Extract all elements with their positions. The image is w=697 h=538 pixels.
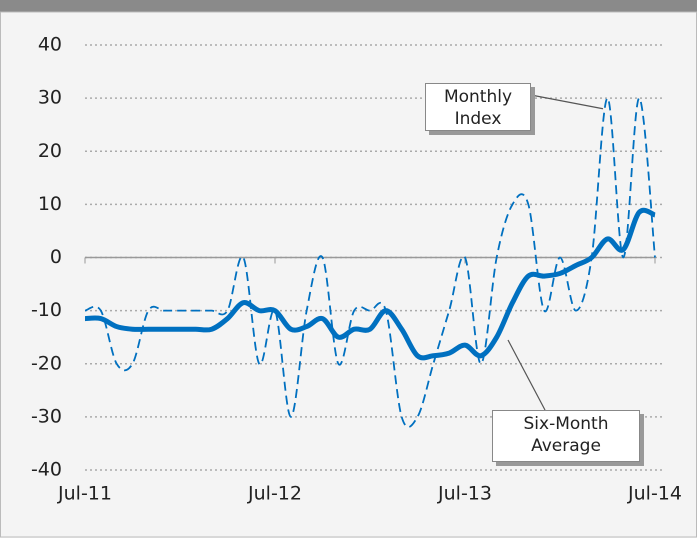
x-tick-label: Jul-14: [627, 483, 682, 505]
annotation-average: Six-Month Average: [492, 410, 640, 462]
callout-line: [507, 339, 546, 411]
annotation-monthly: Monthly Index: [425, 83, 531, 131]
y-tick-label: 20: [38, 140, 62, 162]
monthly-index-line: [84, 97, 656, 428]
y-tick-label: 40: [38, 34, 62, 56]
average-line: [84, 207, 656, 361]
x-tick-label: Jul-13: [437, 483, 492, 505]
y-tick-label: 30: [38, 87, 62, 109]
y-tick-label: -10: [31, 299, 62, 321]
y-tick-label: -40: [31, 459, 62, 481]
y-tick-label: 0: [50, 246, 62, 268]
top-bar: [0, 0, 697, 12]
y-tick-label: -20: [31, 352, 62, 374]
x-tick-label: Jul-11: [57, 483, 112, 505]
y-tick-label: -30: [31, 405, 62, 427]
x-tick-label: Jul-12: [247, 483, 302, 505]
callout-line: [530, 94, 604, 110]
y-tick-label: 10: [38, 193, 62, 215]
